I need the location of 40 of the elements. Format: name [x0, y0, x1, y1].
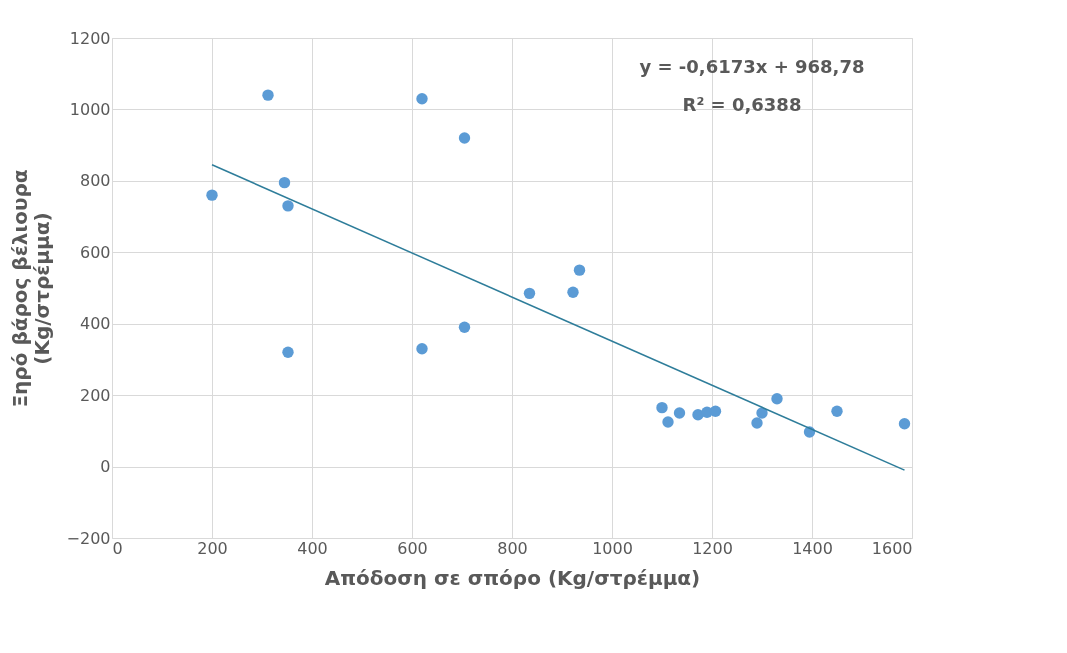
point: [771, 393, 783, 405]
x-tick-label: 1200: [692, 538, 733, 558]
point: [416, 343, 428, 355]
y-tick-label: 0: [100, 457, 111, 477]
x-tick-label: 400: [297, 538, 328, 558]
y-tick-label: 800: [79, 171, 111, 191]
x-tick-label: 800: [497, 538, 528, 558]
x-tick-label: 1000: [592, 538, 633, 558]
y-tick-label: 200: [79, 385, 111, 405]
annotation: y = -0,6173x + 968,78: [639, 56, 865, 77]
point: [567, 286, 579, 298]
point: [673, 407, 686, 419]
annotation: R² = 0,6388: [682, 94, 802, 115]
x-tick-label: 600: [397, 538, 428, 558]
x-tick-label: 1400: [792, 538, 833, 558]
point: [458, 321, 471, 333]
point: [262, 89, 274, 101]
y-tick-label: 1200: [69, 28, 111, 48]
x-tick-label: 1600: [871, 538, 913, 558]
point: [656, 401, 668, 414]
x-axis-title: Απόδοση σε σπόρο (Kg/στρέμμα): [324, 565, 701, 590]
y-axis-title: Ξηρό βάρος βέλιουρα (Kg/στρέμμα): [7, 169, 54, 408]
point: [278, 176, 291, 189]
point: [282, 200, 294, 212]
y-tick-label: −200: [66, 528, 111, 548]
x-tick-label: 200: [197, 538, 228, 558]
point: [206, 189, 218, 201]
point: [709, 405, 722, 417]
point: [458, 132, 471, 144]
point: [282, 346, 294, 358]
point: [662, 416, 674, 428]
y-tick-label: 1000: [69, 99, 111, 119]
point: [523, 287, 536, 300]
y-tick-label: 600: [79, 242, 111, 262]
point: [573, 264, 586, 276]
point: [416, 93, 428, 105]
y-tick-label: 400: [79, 314, 111, 334]
point: [898, 418, 911, 430]
point: [831, 405, 843, 417]
point: [751, 417, 763, 429]
